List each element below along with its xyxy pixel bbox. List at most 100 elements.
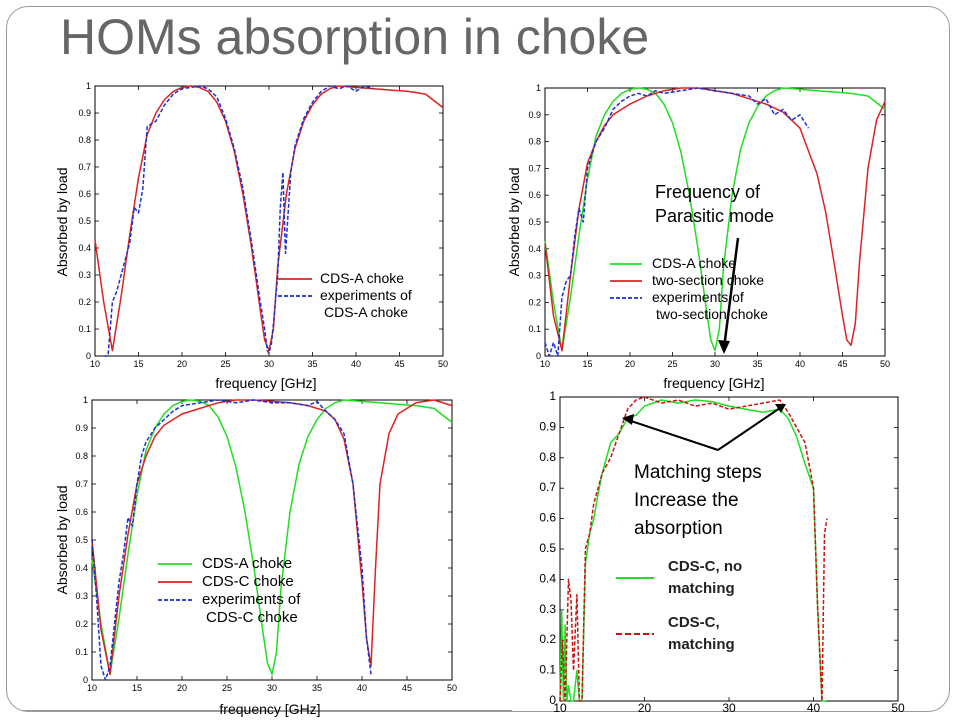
y-tick-label: 0 — [83, 675, 88, 685]
y-axis-label: Absorbed by load — [506, 168, 522, 277]
legend-label: two-section choke — [656, 306, 768, 322]
annotation-arrow — [717, 407, 781, 451]
series-line-1 — [91, 399, 453, 676]
annotation-text: Matching steps — [634, 462, 762, 483]
y-tick-label: 1 — [536, 83, 541, 93]
y-tick-label: 0.5 — [75, 535, 88, 545]
y-tick-label: 0.3 — [528, 271, 541, 281]
x-tick-label: 20 — [177, 359, 187, 369]
y-axis-label: Absorbed by load — [54, 486, 70, 595]
x-tick-label: 10 — [540, 359, 550, 369]
x-tick-label: 35 — [752, 359, 762, 369]
y-tick-label: 0.9 — [539, 419, 556, 433]
x-tick-label: 50 — [891, 701, 905, 715]
footer-divider — [22, 710, 512, 711]
annotation-arrow — [627, 419, 719, 451]
chart-bottom-right: 0 0.1 0.2 0.3 0.4 0.5 0.6 0.7 0.8 0.9 1 10 20 30 40 50 C… — [539, 389, 905, 715]
x-tick-label: 40 — [807, 701, 821, 715]
x-tick-label: 45 — [402, 683, 412, 693]
y-tick-label: 0.8 — [528, 137, 541, 147]
x-tick-label: 30 — [722, 701, 736, 715]
legend-label: CDS-C, no — [668, 558, 742, 575]
y-tick-label: 0.4 — [539, 571, 556, 585]
x-tick-label: 10 — [553, 701, 567, 715]
series-line-2 — [559, 396, 828, 702]
y-tick-label: 0.8 — [75, 451, 88, 461]
y-tick-label: 0.7 — [539, 480, 556, 494]
x-tick-label: 35 — [312, 683, 322, 693]
legend-label: experiments of — [652, 289, 744, 305]
y-tick-label: 0.4 — [78, 243, 91, 253]
x-tick-label: 10 — [90, 359, 100, 369]
x-tick-label: 50 — [438, 359, 448, 369]
chart-bottom-left: 0 0.1 0.2 0.3 0.4 0.5 0.6 0.7 0.8 0.9 1 10 15 20 25 30 3… — [54, 395, 457, 717]
y-tick-label: 0.6 — [78, 189, 91, 199]
x-tick-label: 35 — [307, 359, 317, 369]
y-tick-label: 0.5 — [539, 541, 556, 555]
y-tick-label: 0 — [86, 351, 91, 361]
y-tick-label: 1 — [549, 389, 556, 403]
x-tick-label: 40 — [795, 359, 805, 369]
y-tick-label: 0.5 — [78, 216, 91, 226]
y-tick-label: 1 — [83, 395, 88, 405]
x-tick-label: 40 — [357, 683, 367, 693]
y-tick-label: 0.5 — [528, 217, 541, 227]
slide-frame — [6, 6, 950, 712]
y-tick-label: 0.1 — [528, 324, 541, 334]
legend-label: two-section choke — [652, 272, 764, 288]
series-line-3 — [544, 87, 810, 357]
annotation-arrow — [722, 237, 740, 349]
x-tick-label: 15 — [132, 683, 142, 693]
x-axis-label: frequency [GHz] — [663, 375, 764, 391]
x-tick-label: 25 — [222, 683, 232, 693]
y-tick-label: 0.8 — [78, 135, 91, 145]
x-tick-label: 20 — [177, 683, 187, 693]
y-tick-label: 0.9 — [75, 423, 88, 433]
y-tick-label: 0.3 — [78, 270, 91, 280]
annotation-arrowhead — [718, 340, 730, 354]
y-axis-label: Absorbed by load — [54, 168, 70, 277]
legend-label: CDS-A choke — [320, 270, 404, 286]
series-line-1 — [544, 87, 886, 352]
legend-label: experiments of — [320, 287, 412, 303]
y-tick-label: 0.6 — [539, 511, 556, 525]
x-tick-label: 45 — [837, 359, 847, 369]
annotation-arrowhead — [775, 404, 786, 413]
annotation-text: absorption — [634, 518, 723, 539]
y-tick-label: 0.9 — [528, 110, 541, 120]
plot-area — [544, 87, 886, 357]
x-tick-label: 15 — [133, 359, 143, 369]
series-line-3 — [91, 399, 372, 681]
y-tick-label: 0 — [536, 351, 541, 361]
legend-label: experiments of — [202, 591, 301, 608]
x-tick-label: 30 — [710, 359, 720, 369]
legend-label: CDS-C choke — [206, 609, 298, 626]
x-axis-label: frequency [GHz] — [215, 375, 316, 391]
y-tick-label: 0.6 — [528, 190, 541, 200]
x-tick-label: 45 — [394, 359, 404, 369]
y-tick-label: 0.7 — [75, 479, 88, 489]
y-tick-label: 0.9 — [78, 108, 91, 118]
y-tick-label: 0 — [549, 693, 556, 707]
y-tick-label: 0.2 — [539, 632, 556, 646]
x-tick-label: 25 — [667, 359, 677, 369]
y-tick-label: 0.2 — [528, 297, 541, 307]
legend-label: CDS-C, — [668, 614, 720, 631]
chart-top-left: 0 0.1 0.2 0.3 0.4 0.5 0.6 0.7 0.8 0.9 1 10 15 20 25 30 3… — [54, 81, 448, 391]
y-tick-label: 0.1 — [539, 663, 556, 677]
legend-label: CDS-A choke — [202, 555, 292, 572]
chart-top-right: 0 0.1 0.2 0.3 0.4 0.5 0.6 0.7 0.8 0.9 1 10 15 20 25 30 3… — [506, 83, 890, 391]
plot-area — [91, 399, 453, 681]
x-tick-label: 20 — [625, 359, 635, 369]
plot-area — [94, 85, 444, 357]
x-tick-label: 20 — [638, 701, 652, 715]
legend-label: matching — [668, 580, 735, 597]
series-line-1 — [559, 399, 827, 702]
y-tick-label: 0.2 — [75, 619, 88, 629]
series-line-2 — [103, 85, 374, 357]
x-tick-label: 30 — [267, 683, 277, 693]
y-tick-label: 0.3 — [539, 602, 556, 616]
x-tick-label: 25 — [220, 359, 230, 369]
annotation-text: Increase the — [634, 490, 739, 511]
